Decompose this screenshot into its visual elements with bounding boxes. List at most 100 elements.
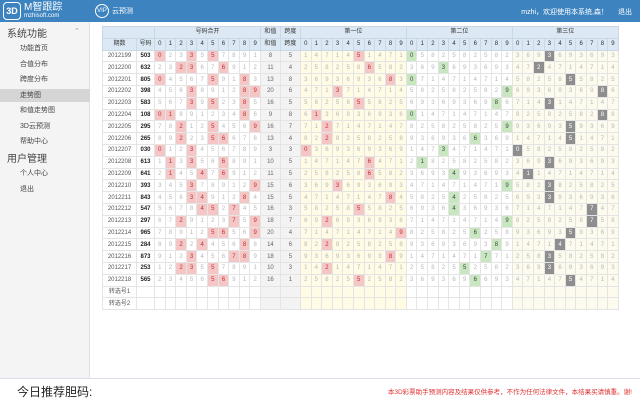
position-cell: 3 <box>543 96 556 110</box>
position-cell: 9 <box>416 96 429 110</box>
sidebar-item-2[interactable]: 合值分布 <box>20 60 48 68</box>
number-cell: 2 <box>164 261 177 275</box>
position-cell: 1 <box>522 167 534 181</box>
digit-header: 2 <box>533 37 545 51</box>
position-cell: 3 <box>331 84 344 98</box>
position-cell: 6 <box>522 155 534 169</box>
position-cell: 6 <box>363 61 376 75</box>
position-cell: 4 <box>342 261 354 275</box>
position-cell: 9 <box>437 238 450 252</box>
position-cell: 3 <box>564 191 577 204</box>
position-cell: 3 <box>374 143 386 157</box>
position-cell: 6 <box>384 143 397 157</box>
sidebar-item-5[interactable]: 和值走势图 <box>20 107 55 114</box>
position-cell: 6 <box>299 108 312 122</box>
position-cell: 6 <box>299 214 312 228</box>
empty-cell <box>196 285 208 299</box>
position-cell: 3 <box>501 61 513 75</box>
number-cell: 6 <box>185 73 198 86</box>
position-cell: 7 <box>469 214 482 228</box>
position-cell: 9 <box>352 179 365 193</box>
position-cell: 2 <box>575 250 587 263</box>
position-cell: 2 <box>448 226 460 240</box>
position-cell: 5 <box>384 238 397 252</box>
chevron-up-icon[interactable]: ⌃ <box>74 28 80 35</box>
position-cell: 2 <box>331 273 344 287</box>
empty-cell <box>321 297 333 311</box>
position-cell: 1 <box>564 61 577 75</box>
sidebar-item-6[interactable]: 3D云预测 <box>20 122 50 130</box>
position-cell: 4 <box>384 120 397 134</box>
code-cell: 873 <box>136 250 155 263</box>
sidebar-item-4[interactable]: 走势图 <box>0 88 90 102</box>
logo[interactable]: 3D M智跟踪 mzhisoft.com <box>3 2 88 20</box>
sidebar-item-1[interactable]: 功能首页 <box>20 45 48 52</box>
position-cell: 1 <box>596 61 609 75</box>
digit-header: 1 <box>164 37 177 51</box>
position-cell: 4 <box>490 214 503 228</box>
position-cell: 4 <box>469 179 482 193</box>
position-cell: 6 <box>363 155 376 169</box>
number-cell: 2 <box>175 250 187 263</box>
position-cell: 8 <box>437 226 450 240</box>
select-row[interactable]: 转选号1 <box>102 285 619 299</box>
position-cell: 9 <box>458 61 471 75</box>
position-cell: 2 <box>564 179 577 193</box>
position-cell: 9 <box>501 179 513 193</box>
position-cell: 3 <box>310 250 323 263</box>
position-cell: 8 <box>310 202 323 216</box>
issue-cell: 2012203 <box>102 96 137 110</box>
position-cell: 5 <box>543 73 556 86</box>
position-cell: 6 <box>585 261 598 275</box>
empty-cell <box>321 285 333 299</box>
position-cell: 9 <box>384 179 397 193</box>
number-cell: 1 <box>164 167 177 181</box>
sidebar-user-item-1[interactable]: 个人中心 <box>20 170 48 177</box>
position-cell: 8 <box>310 96 323 110</box>
number-cell: 4 <box>228 108 240 122</box>
position-cell: 1 <box>374 226 386 240</box>
position-cell: 8 <box>480 84 492 98</box>
position-cell: 8 <box>533 143 545 157</box>
empty-cell <box>352 297 365 311</box>
position-cell: 3 <box>543 49 556 63</box>
position-cell: 5 <box>564 226 577 240</box>
position-cell: 5 <box>564 120 577 134</box>
position-cell: 6 <box>405 96 418 110</box>
position-cell: 7 <box>490 250 503 263</box>
digit-header: 7 <box>480 37 492 51</box>
position-cell: 6 <box>448 61 460 75</box>
number-cell: 5 <box>206 250 219 263</box>
position-cell: 8 <box>596 143 609 157</box>
number-cell: 8 <box>238 238 251 252</box>
position-cell: 4 <box>575 61 587 75</box>
issue-cell: 2012210 <box>102 179 137 193</box>
select-row[interactable]: 转选号2 <box>102 297 619 311</box>
position-cell: 7 <box>395 120 407 134</box>
cloud-predict-button[interactable]: VIP 云预测 <box>95 3 133 19</box>
position-cell: 3 <box>448 132 460 145</box>
number-cell: 5 <box>175 73 187 86</box>
logout-link[interactable]: 退出 <box>618 9 632 16</box>
position-cell: 5 <box>585 143 598 157</box>
sidebar-item-7[interactable]: 帮助中心 <box>20 138 48 145</box>
position-cell: 8 <box>427 49 439 63</box>
number-cell: 3 <box>185 261 198 275</box>
position-cell: 4 <box>607 167 619 181</box>
number-cell: 2 <box>175 120 187 134</box>
digit-header: 2 <box>175 37 187 51</box>
number-cell: 1 <box>217 191 230 204</box>
number-cell: 9 <box>185 108 198 122</box>
sidebar-user-item-2[interactable]: 退出 <box>20 185 34 193</box>
position-cell: 1 <box>395 49 407 63</box>
code-cell: 503 <box>136 49 155 63</box>
position-cell: 2 <box>321 120 333 134</box>
sidebar-item-3[interactable]: 跨度分布 <box>20 76 48 83</box>
table-row: 2012215 284 8 9 2 2 4 4 5 6 8 8 14 6 8 2 2 8 2 5 8 2 5 8 9 3 6 9 3 6 9… <box>102 238 619 252</box>
position-cell: 8 <box>321 273 333 287</box>
position-cell: 5 <box>352 238 365 252</box>
digit-header: 1 <box>416 37 429 51</box>
position-cell: 6 <box>469 226 482 240</box>
issue-cell: 2012211 <box>102 191 137 204</box>
position-cell: 9 <box>501 214 513 228</box>
